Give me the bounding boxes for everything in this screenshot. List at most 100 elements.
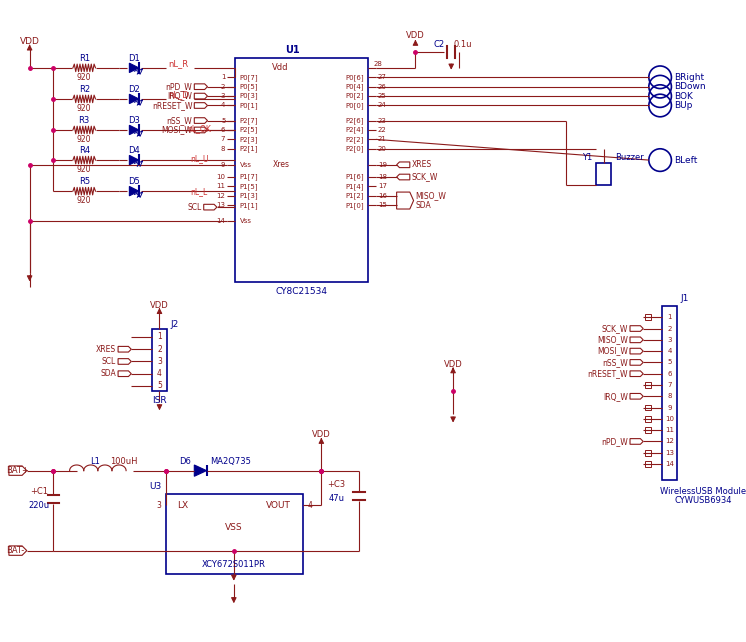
Polygon shape xyxy=(129,94,139,103)
Text: 4: 4 xyxy=(668,348,671,354)
Text: 5: 5 xyxy=(157,381,162,390)
Text: SCK_W: SCK_W xyxy=(602,324,628,333)
Text: 920: 920 xyxy=(77,104,92,113)
Text: P1[3]: P1[3] xyxy=(239,193,258,199)
Text: 16: 16 xyxy=(377,193,387,199)
Text: BAT+: BAT+ xyxy=(6,466,29,475)
Text: MA2Q735: MA2Q735 xyxy=(210,456,251,465)
Text: 7: 7 xyxy=(221,136,225,143)
Text: P0[0]: P0[0] xyxy=(345,102,364,109)
Text: nSS_W: nSS_W xyxy=(602,358,628,367)
Bar xyxy=(645,382,651,388)
Text: 6: 6 xyxy=(667,370,672,377)
Text: Y1: Y1 xyxy=(582,153,592,162)
Text: 2: 2 xyxy=(157,345,162,354)
Text: nL_D: nL_D xyxy=(168,90,189,99)
Text: nPD_W: nPD_W xyxy=(601,437,628,446)
Text: nSS_W: nSS_W xyxy=(166,116,192,125)
Text: VDD: VDD xyxy=(444,360,463,369)
Text: VDD: VDD xyxy=(312,430,330,439)
Text: 1: 1 xyxy=(667,314,672,320)
Text: CYWUSB6934: CYWUSB6934 xyxy=(674,496,732,505)
Text: 920: 920 xyxy=(77,135,92,144)
Text: 15: 15 xyxy=(377,202,386,208)
Text: 9: 9 xyxy=(221,162,225,168)
Text: SCK_W: SCK_W xyxy=(412,173,438,182)
Text: 24: 24 xyxy=(377,103,386,108)
Text: P2[2]: P2[2] xyxy=(345,136,364,143)
Text: P0[7]: P0[7] xyxy=(239,74,258,81)
Text: nL_L: nL_L xyxy=(190,187,207,196)
Text: 920: 920 xyxy=(77,165,92,174)
Text: VSS: VSS xyxy=(225,523,242,532)
Text: P0[5]: P0[5] xyxy=(239,83,258,90)
Text: D6: D6 xyxy=(179,456,191,465)
Text: 5: 5 xyxy=(668,360,671,365)
Text: ISR: ISR xyxy=(152,395,167,404)
Text: 220u: 220u xyxy=(28,501,49,510)
Text: J2: J2 xyxy=(171,320,179,329)
Text: XRES: XRES xyxy=(412,160,432,169)
Text: BDown: BDown xyxy=(674,82,706,91)
Text: Buzzer: Buzzer xyxy=(615,153,644,162)
Text: P2[5]: P2[5] xyxy=(239,126,258,134)
Text: 25: 25 xyxy=(377,93,386,99)
Text: nRESET_W: nRESET_W xyxy=(588,369,628,378)
Text: 3: 3 xyxy=(667,337,672,343)
Text: 18: 18 xyxy=(377,174,387,180)
Text: R3: R3 xyxy=(78,116,90,125)
Bar xyxy=(645,404,651,410)
Text: XRES: XRES xyxy=(96,345,116,354)
Text: 3: 3 xyxy=(221,93,225,99)
Text: D5: D5 xyxy=(128,177,140,186)
Text: nL_U: nL_U xyxy=(189,153,208,162)
Text: VOUT: VOUT xyxy=(266,501,291,510)
Text: VDD: VDD xyxy=(150,300,169,309)
Text: P2[0]: P2[0] xyxy=(345,145,364,152)
Bar xyxy=(662,306,677,480)
Text: Xres: Xres xyxy=(272,160,289,169)
Text: D3: D3 xyxy=(128,116,140,125)
Text: nRESET_W: nRESET_W xyxy=(152,101,192,110)
Text: 8: 8 xyxy=(667,394,672,399)
Text: IRQ_W: IRQ_W xyxy=(168,92,192,101)
Text: 2: 2 xyxy=(668,325,671,331)
Text: 22: 22 xyxy=(377,127,386,133)
Text: 13: 13 xyxy=(216,202,225,208)
Text: 920: 920 xyxy=(77,73,92,82)
Text: MISO_W: MISO_W xyxy=(416,191,446,200)
Text: 13: 13 xyxy=(665,450,674,456)
Text: BUp: BUp xyxy=(674,101,692,110)
Text: 27: 27 xyxy=(377,74,386,80)
Text: 3: 3 xyxy=(157,501,161,510)
Text: 12: 12 xyxy=(665,438,674,444)
Text: BLeft: BLeft xyxy=(674,155,698,164)
Text: 14: 14 xyxy=(665,461,674,467)
Text: R2: R2 xyxy=(78,85,90,94)
Text: D1: D1 xyxy=(128,54,140,63)
Text: SDA: SDA xyxy=(416,201,431,210)
Text: P0[3]: P0[3] xyxy=(239,92,258,100)
Text: VDD: VDD xyxy=(19,37,40,46)
Text: 10: 10 xyxy=(665,416,674,422)
Text: 7: 7 xyxy=(667,382,672,388)
Text: MOSI_W: MOSI_W xyxy=(162,125,192,134)
Text: 100uH: 100uH xyxy=(110,456,137,465)
Polygon shape xyxy=(129,155,139,165)
Text: +C1: +C1 xyxy=(30,487,48,496)
Text: 11: 11 xyxy=(216,184,225,189)
Text: 2: 2 xyxy=(221,83,225,90)
Text: P2[3]: P2[3] xyxy=(239,136,258,143)
Text: P0[6]: P0[6] xyxy=(345,74,364,81)
Text: 26: 26 xyxy=(377,83,386,90)
Text: 10: 10 xyxy=(216,174,225,180)
Text: XCY672S011PR: XCY672S011PR xyxy=(202,560,266,569)
Text: 3: 3 xyxy=(157,357,162,366)
Polygon shape xyxy=(194,465,207,476)
Text: 8: 8 xyxy=(221,146,225,152)
Text: nL_OK: nL_OK xyxy=(187,125,211,134)
Text: D2: D2 xyxy=(128,85,140,94)
Text: IRQ_W: IRQ_W xyxy=(604,392,628,401)
Text: U1: U1 xyxy=(285,45,299,55)
Text: D4: D4 xyxy=(128,146,140,155)
